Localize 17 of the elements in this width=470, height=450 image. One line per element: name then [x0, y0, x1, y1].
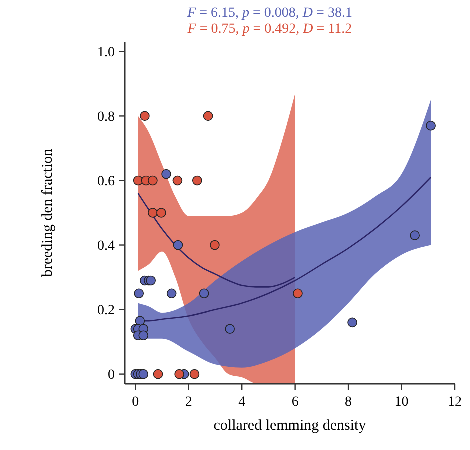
- y-tick-label: 0.2: [98, 304, 115, 319]
- x-tick-label: 6: [292, 395, 299, 410]
- x-tick-label: 8: [345, 395, 352, 410]
- x-tick-label: 2: [185, 395, 192, 410]
- y-tick-label: 0.8: [98, 110, 115, 126]
- x-tick-label: 4: [238, 395, 246, 410]
- x-tick-label: 10: [394, 395, 409, 410]
- y-tick-label: 0.6: [98, 174, 115, 190]
- y-axis-title: breeding den fraction: [40, 148, 56, 278]
- text: F = 6.15, p = 0.008, D = 38.1: [186, 6, 352, 21]
- x-tick-label: 0: [132, 395, 140, 410]
- x-tick-label: 12: [448, 395, 462, 410]
- y-tick-label: 1.0: [98, 46, 115, 61]
- x-axis-title: collared lemming density: [214, 418, 367, 434]
- y-tick-label: 0: [108, 368, 115, 384]
- y-tick-label: 0.4: [98, 239, 115, 254]
- text: F = 0.75, p = 0.492, D = 11.2: [186, 22, 352, 37]
